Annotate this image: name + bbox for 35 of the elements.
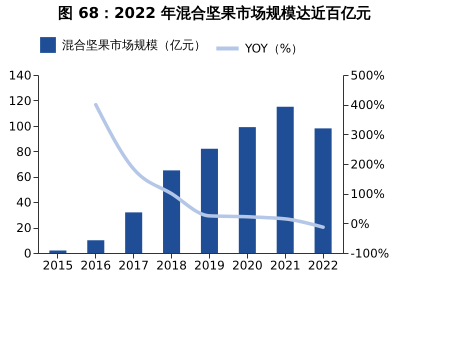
legend-label: YOY（%） xyxy=(244,42,304,56)
y2-tick-label: -100% xyxy=(350,246,390,260)
y2-tick-label: 0% xyxy=(350,216,370,231)
y-tick-label: 80 xyxy=(16,144,32,159)
x-tick-label: 2022 xyxy=(308,258,338,272)
y2-tick-label: 300% xyxy=(350,128,385,142)
y-tick-label: 40 xyxy=(16,196,32,210)
y-tick-label: 20 xyxy=(16,221,32,236)
y-tick-label: 140 xyxy=(8,68,32,82)
bar xyxy=(87,240,104,253)
x-tick-label: 2018 xyxy=(156,258,187,272)
y-tick-label: 0 xyxy=(24,246,32,260)
bar xyxy=(125,212,142,253)
y-tick-label: 120 xyxy=(8,94,32,108)
bar xyxy=(49,250,66,253)
y2-tick-label: 100% xyxy=(350,187,385,202)
bar xyxy=(238,127,256,253)
legend-label: 混合坚果市场规模（亿元） xyxy=(62,38,206,52)
bar xyxy=(200,148,218,253)
y-tick-label: 100 xyxy=(8,119,32,134)
y2-tick-label: 500% xyxy=(350,68,385,82)
x-tick-label: 2016 xyxy=(80,258,112,272)
x-tick-label: 2017 xyxy=(118,258,149,272)
x-tick-label: 2021 xyxy=(270,258,300,272)
x-tick-label: 2020 xyxy=(232,258,263,272)
y2-tick-label: 400% xyxy=(350,98,385,112)
chart-title: 图 68：2022 年混合坚果市场规模达近百亿元 xyxy=(58,4,372,22)
line-series xyxy=(94,102,325,229)
bar xyxy=(276,106,294,253)
bar xyxy=(314,128,332,253)
bar xyxy=(163,170,180,253)
y-tick-label: 60 xyxy=(16,170,32,184)
x-tick-label: 2019 xyxy=(194,258,225,272)
y2-tick-label: 200% xyxy=(350,158,385,172)
x-tick-label: 2015 xyxy=(42,258,74,272)
